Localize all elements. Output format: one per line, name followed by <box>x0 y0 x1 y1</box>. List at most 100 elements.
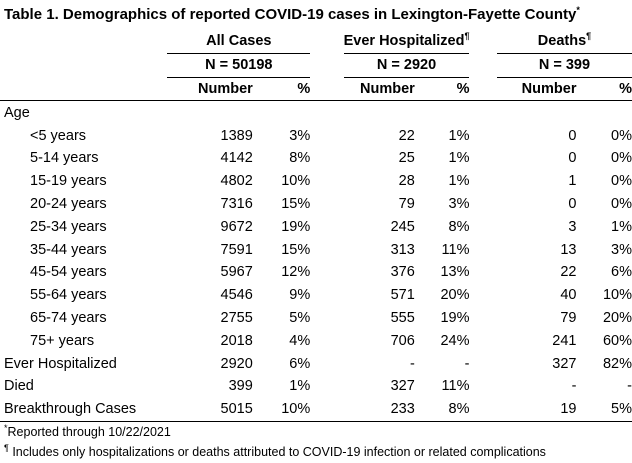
cell-all-n: 2920 <box>220 355 253 372</box>
col-header-hosp-number: Number <box>343 77 415 102</box>
table-title: Table 1. Demographics of reported COVID-… <box>4 5 580 24</box>
n-all-cases: N = 50198 <box>167 53 311 78</box>
cell-death-n: 79 <box>560 309 577 326</box>
column-header-row: Number % Number % Number % <box>0 77 632 102</box>
cell-death-p: 3% <box>611 241 632 258</box>
cell-death-n: - <box>571 378 577 395</box>
cell-death-p: 0% <box>611 150 632 167</box>
table-row: <5 years 1389 3% 22 1% 0 0% <box>0 124 632 147</box>
cell-death-p: 5% <box>576 397 632 422</box>
table-row: 20-24 years 7316 15% 79 3% 0 0% <box>0 193 632 216</box>
row-label: Ever Hospitalized <box>4 355 117 372</box>
cell-all-p: 1% <box>289 378 311 395</box>
cell-hosp-n: 327 <box>390 378 415 395</box>
cell-hosp-p: 8% <box>448 218 470 235</box>
cell-hosp-n: 22 <box>398 127 415 144</box>
cell-all-n: 2018 <box>220 332 253 349</box>
cell-death-p: 0% <box>611 127 632 144</box>
cell-all-n: 7316 <box>220 195 253 212</box>
cell-hosp-n: 555 <box>390 309 415 326</box>
row-label: Breakthrough Cases <box>0 397 168 422</box>
group-header-row: All Cases Ever Hospitalized¶ Deaths¶ <box>0 30 632 54</box>
group-deaths: Deaths¶ <box>496 30 632 54</box>
cell-hosp-n: 25 <box>398 150 415 167</box>
cell-death-n: 1 <box>568 173 577 190</box>
col-header-death-pct: % <box>576 77 632 102</box>
row-label: <5 years <box>30 127 87 144</box>
cell-death-n: 327 <box>552 355 577 372</box>
col-header-all-pct: % <box>252 77 311 102</box>
cell-hosp-p: 20% <box>440 287 470 304</box>
cell-death-n: 13 <box>560 241 577 258</box>
cell-hosp-p: 13% <box>440 264 470 281</box>
cell-all-p: 9% <box>289 287 311 304</box>
cell-all-n: 1389 <box>220 127 253 144</box>
row-label: 15-19 years <box>30 173 107 190</box>
cell-hosp-n: 571 <box>390 287 415 304</box>
cell-all-n: 9672 <box>220 218 253 235</box>
section-row-age: Age <box>0 101 632 124</box>
cell-hosp-n: 706 <box>390 332 415 349</box>
table-row: 45-54 years 5967 12% 376 13% 22 6% <box>0 261 632 284</box>
cell-all-p: 19% <box>281 218 311 235</box>
cell-death-p: 0% <box>611 195 632 212</box>
cell-hosp-p: - <box>464 355 470 372</box>
cell-all-p: 10% <box>252 397 311 422</box>
cell-hosp-p: 1% <box>448 173 470 190</box>
section-label-age: Age <box>4 104 30 121</box>
group-ever-hospitalized: Ever Hospitalized¶ <box>343 30 470 54</box>
cell-hosp-p: 11% <box>441 378 470 395</box>
table-row: 5-14 years 4142 8% 25 1% 0 0% <box>0 147 632 170</box>
col-header-hosp-pct: % <box>414 77 470 102</box>
group-all-cases: All Cases <box>167 30 311 54</box>
cell-hosp-p: 1% <box>448 150 470 167</box>
cell-death-n: 0 <box>568 127 577 144</box>
cell-all-p: 6% <box>289 355 311 372</box>
cell-all-n: 4802 <box>220 173 253 190</box>
col-header-all-number: Number <box>167 77 253 102</box>
cell-all-p: 10% <box>281 173 311 190</box>
table-row: Ever Hospitalized 2920 6% - - 327 82% <box>0 352 632 375</box>
col-header-death-number: Number <box>496 77 577 102</box>
cell-death-n: 0 <box>568 150 577 167</box>
cell-hosp-p: 11% <box>441 241 470 258</box>
cell-death-n: 22 <box>560 264 577 281</box>
cell-hosp-n: 313 <box>390 241 415 258</box>
n-ever-hospitalized: N = 2920 <box>343 53 470 78</box>
table-row: 55-64 years 4546 9% 571 20% 40 10% <box>0 284 632 307</box>
cell-death-p: 1% <box>611 218 632 235</box>
table-row: Died 399 1% 327 11% - - <box>0 375 632 398</box>
cell-hosp-p: 24% <box>440 332 470 349</box>
row-label: 5-14 years <box>30 150 99 167</box>
row-label: 25-34 years <box>30 218 107 235</box>
cell-hosp-p: 3% <box>448 195 470 212</box>
title-footnote-mark: * <box>576 5 580 15</box>
cell-hosp-n: 28 <box>398 173 415 190</box>
cell-death-n: 0 <box>568 195 577 212</box>
cell-hosp-n: 79 <box>398 195 415 212</box>
cell-death-p: 82% <box>602 355 632 372</box>
cell-hosp-p: 8% <box>414 397 470 422</box>
demographics-table: All Cases Ever Hospitalized¶ Deaths¶ N =… <box>0 30 632 422</box>
cell-hosp-n: 233 <box>343 397 415 422</box>
cell-all-p: 15% <box>281 195 311 212</box>
cell-all-p: 12% <box>281 264 311 281</box>
table-title-text: Table 1. Demographics of reported COVID-… <box>4 6 577 23</box>
cell-all-p: 5% <box>289 309 311 326</box>
row-label: Died <box>4 378 34 395</box>
cell-death-p: 20% <box>602 309 632 326</box>
cell-death-p: 60% <box>602 332 632 349</box>
row-label: 55-64 years <box>30 287 107 304</box>
cell-death-p: 6% <box>611 264 632 281</box>
cell-hosp-n: 245 <box>390 218 415 235</box>
cell-all-p: 8% <box>289 150 311 167</box>
cell-all-n: 4546 <box>220 287 253 304</box>
cell-all-n: 399 <box>228 378 253 395</box>
row-label: 35-44 years <box>30 241 107 258</box>
cell-all-n: 7591 <box>220 241 253 258</box>
row-label: 20-24 years <box>30 195 107 212</box>
footnote-1: *Reported through 10/22/2021 <box>4 422 171 439</box>
cell-hosp-n: 376 <box>390 264 415 281</box>
cell-death-n: 40 <box>560 287 577 304</box>
